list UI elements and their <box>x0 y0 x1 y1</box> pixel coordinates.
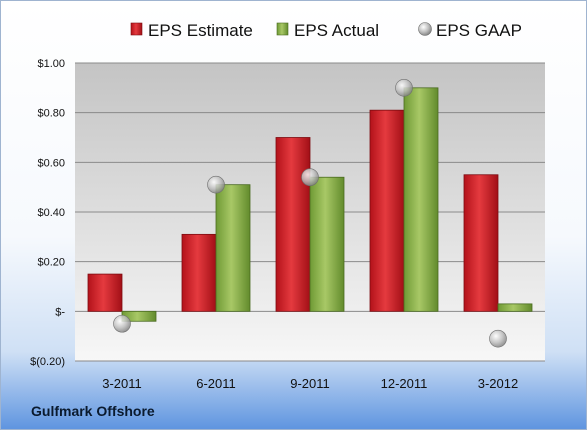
y-tick-label: $- <box>55 306 65 318</box>
eps-gaap-marker <box>489 329 507 348</box>
eps-gaap-marker <box>207 175 225 194</box>
eps-actual-bar <box>497 303 533 312</box>
x-axis-tick-labels: 3-2011 6-2011 9-2011 12-2011 3-2012 <box>102 376 518 391</box>
y-axis-tick-labels: $1.00 $0.80 $0.60 $0.40 $0.20 $- $(0.20) <box>30 58 65 368</box>
bars <box>87 87 533 322</box>
legend-label: EPS Actual <box>294 21 379 40</box>
eps-actual-bar <box>309 176 345 312</box>
y-tick-label: $(0.20) <box>30 356 65 368</box>
legend-label: EPS Estimate <box>148 21 253 40</box>
x-tick-label: 9-2011 <box>290 376 330 391</box>
legend-marker-gaap <box>418 22 432 36</box>
eps-gaap-marker <box>301 168 319 187</box>
legend-swatch-actual <box>276 22 289 36</box>
y-tick-label: $0.20 <box>37 257 65 269</box>
x-tick-label: 3-2011 <box>102 376 142 391</box>
x-tick-label: 6-2011 <box>196 376 236 391</box>
legend-swatch-estimate <box>130 22 143 36</box>
x-tick-label: 12-2011 <box>381 376 428 391</box>
legend: EPS Estimate EPS Actual EPS GAAP <box>130 21 522 40</box>
y-tick-label: $0.40 <box>37 207 65 219</box>
eps-estimate-bar <box>181 233 217 312</box>
y-tick-label: $1.00 <box>37 58 65 70</box>
eps-estimate-bar <box>369 109 405 312</box>
eps-actual-bar <box>403 87 439 312</box>
y-tick-label: $0.60 <box>37 157 65 169</box>
eps-estimate-bar <box>275 137 311 312</box>
y-tick-label: $0.80 <box>37 108 65 120</box>
legend-label: EPS GAAP <box>436 21 522 40</box>
eps-estimate-bar <box>463 174 499 312</box>
company-name: Gulfmark Offshore <box>31 403 155 419</box>
eps-actual-bar <box>215 184 251 312</box>
gaap-markers <box>113 79 507 348</box>
x-tick-label: 3-2012 <box>478 376 518 391</box>
eps-gaap-marker <box>113 314 131 333</box>
eps-gaap-marker <box>395 79 413 97</box>
eps-estimate-bar <box>87 273 123 312</box>
